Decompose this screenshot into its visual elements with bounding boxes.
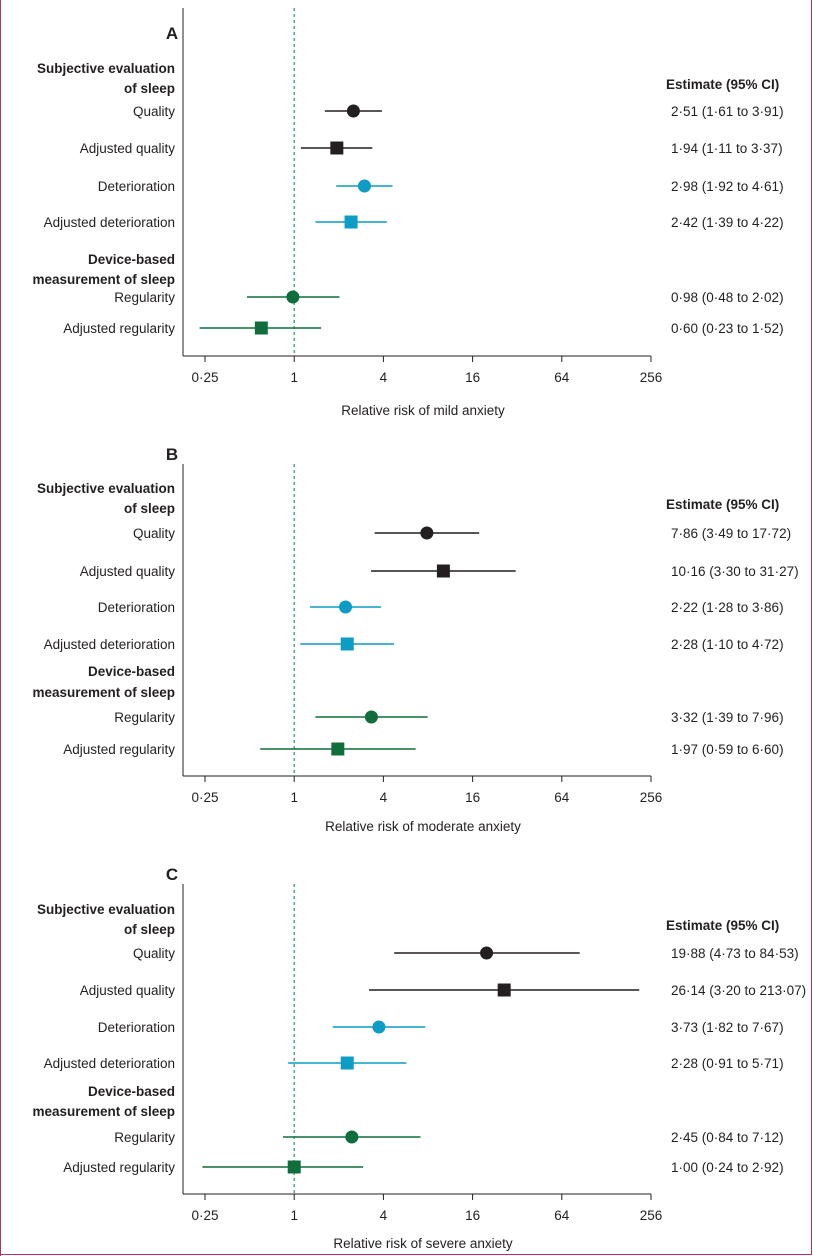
x-axis-label: Relative risk of mild anxiety — [341, 403, 505, 418]
estimate-value-adjusted-regularity: 0·60 (0·23 to 1·52) — [671, 321, 784, 336]
x-tick-label: 4 — [380, 790, 388, 805]
point-estimate-quality — [346, 104, 360, 118]
x-axis-label: Relative risk of severe anxiety — [333, 1236, 513, 1251]
x-tick-label: 256 — [640, 790, 663, 805]
point-estimate-adjusted-regularity — [331, 742, 345, 756]
x-tick-label: 256 — [640, 370, 663, 385]
point-estimate-adjusted-deterioration — [340, 637, 354, 651]
row-label-regularity: Regularity — [114, 290, 175, 305]
x-tick-label: 0·25 — [191, 790, 218, 805]
row-label-quality: Quality — [133, 946, 175, 961]
estimate-header: Estimate (95% CI) — [666, 918, 779, 933]
group-header-device-line2: measurement of sleep — [32, 272, 175, 287]
panel-letter-C: C — [166, 865, 178, 884]
point-estimate-quality — [480, 946, 494, 960]
x-tick-label: 16 — [465, 790, 480, 805]
x-tick-label: 64 — [554, 1208, 570, 1223]
panel-letter-B: B — [166, 445, 178, 464]
row-label-deterioration: Deterioration — [98, 179, 175, 194]
estimate-header: Estimate (95% CI) — [666, 497, 779, 512]
group-header-subjective-line1: Subjective evaluation — [37, 481, 175, 496]
row-label-adjusted-quality: Adjusted quality — [80, 983, 176, 998]
group-header-device-line1: Device-based — [88, 1084, 175, 1099]
x-tick-label: 64 — [554, 370, 570, 385]
estimate-value-quality: 19·88 (4·73 to 84·53) — [671, 946, 799, 961]
row-label-deterioration: Deterioration — [98, 600, 175, 615]
row-label-adjusted-regularity: Adjusted regularity — [63, 742, 175, 757]
point-estimate-regularity — [286, 290, 300, 304]
x-tick-label: 4 — [380, 1208, 388, 1223]
x-axis-label: Relative risk of moderate anxiety — [325, 819, 521, 834]
estimate-value-adjusted-quality: 1·94 (1·11 to 3·37) — [671, 141, 783, 156]
row-label-adjusted-deterioration: Adjusted deterioration — [44, 215, 175, 230]
group-header-device-line2: measurement of sleep — [32, 685, 175, 700]
estimate-value-adjusted-deterioration: 2·28 (0·91 to 5·71) — [671, 1056, 784, 1071]
estimate-value-regularity: 0·98 (0·48 to 2·02) — [671, 290, 784, 305]
point-estimate-adjusted-quality — [497, 983, 511, 997]
estimate-value-quality: 7·86 (3·49 to 17·72) — [671, 526, 791, 541]
point-estimate-adjusted-quality — [436, 564, 450, 578]
point-estimate-adjusted-deterioration — [340, 1056, 354, 1070]
point-estimate-deterioration — [372, 1020, 386, 1034]
row-label-adjusted-quality: Adjusted quality — [80, 141, 176, 156]
row-label-quality: Quality — [133, 526, 175, 541]
x-tick-label: 1 — [290, 370, 298, 385]
group-header-device-line1: Device-based — [88, 252, 175, 267]
row-label-adjusted-deterioration: Adjusted deterioration — [44, 637, 175, 652]
row-label-adjusted-deterioration: Adjusted deterioration — [44, 1056, 175, 1071]
estimate-value-deterioration: 2·22 (1·28 to 3·86) — [671, 600, 784, 615]
row-label-adjusted-quality: Adjusted quality — [80, 564, 176, 579]
panel-letter-A: A — [166, 24, 178, 43]
estimate-value-quality: 2·51 (1·61 to 3·91) — [671, 104, 784, 119]
x-tick-label: 0·25 — [191, 1208, 218, 1223]
row-label-adjusted-regularity: Adjusted regularity — [63, 321, 175, 336]
group-header-device-line2: measurement of sleep — [32, 1104, 175, 1119]
estimate-value-deterioration: 3·73 (1·82 to 7·67) — [671, 1020, 784, 1035]
estimate-value-adjusted-regularity: 1·00 (0·24 to 2·92) — [671, 1160, 784, 1175]
point-estimate-adjusted-regularity — [287, 1160, 301, 1174]
estimate-header: Estimate (95% CI) — [666, 77, 779, 92]
point-estimate-adjusted-regularity — [254, 321, 268, 335]
group-header-subjective-line2: of sleep — [124, 501, 175, 516]
point-estimate-regularity — [364, 710, 378, 724]
x-tick-label: 1 — [290, 790, 298, 805]
row-label-quality: Quality — [133, 104, 175, 119]
estimate-value-regularity: 3·32 (1·39 to 7·96) — [671, 710, 784, 725]
x-tick-label: 4 — [380, 370, 388, 385]
point-estimate-adjusted-quality — [330, 141, 344, 155]
x-tick-label: 16 — [465, 370, 480, 385]
estimate-value-adjusted-deterioration: 2·28 (1·10 to 4·72) — [671, 637, 784, 652]
estimate-value-adjusted-quality: 26·14 (3·20 to 213·07) — [671, 983, 806, 998]
point-estimate-deterioration — [339, 600, 353, 614]
group-header-subjective-line1: Subjective evaluation — [37, 902, 175, 917]
estimate-value-regularity: 2·45 (0·84 to 7·12) — [671, 1130, 784, 1145]
point-estimate-quality — [420, 526, 434, 540]
x-tick-label: 1 — [290, 1208, 298, 1223]
row-label-regularity: Regularity — [114, 1130, 175, 1145]
x-tick-label: 256 — [640, 1208, 663, 1223]
group-header-subjective-line2: of sleep — [124, 922, 175, 937]
group-header-subjective-line1: Subjective evaluation — [37, 61, 175, 76]
group-header-device-line1: Device-based — [88, 664, 175, 679]
x-tick-label: 16 — [465, 1208, 480, 1223]
estimate-value-deterioration: 2·98 (1·92 to 4·61) — [671, 179, 784, 194]
estimate-value-adjusted-deterioration: 2·42 (1·39 to 4·22) — [671, 215, 784, 230]
row-label-adjusted-regularity: Adjusted regularity — [63, 1160, 175, 1175]
group-header-subjective-line2: of sleep — [124, 81, 175, 96]
point-estimate-adjusted-deterioration — [344, 215, 358, 229]
point-estimate-deterioration — [357, 179, 371, 193]
row-label-regularity: Regularity — [114, 710, 175, 725]
estimate-value-adjusted-regularity: 1·97 (0·59 to 6·60) — [671, 742, 784, 757]
x-tick-label: 64 — [554, 790, 570, 805]
row-label-deterioration: Deterioration — [98, 1020, 175, 1035]
point-estimate-regularity — [345, 1130, 359, 1144]
estimate-value-adjusted-quality: 10·16 (3·30 to 31·27) — [671, 564, 799, 579]
x-tick-label: 0·25 — [191, 370, 218, 385]
